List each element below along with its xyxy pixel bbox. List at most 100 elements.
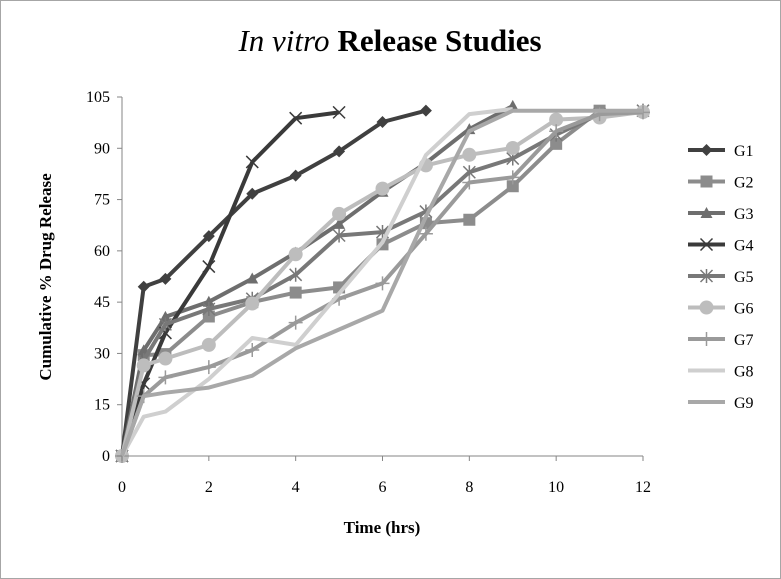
- series-g8: [120, 107, 514, 457]
- series-layer: [115, 99, 650, 463]
- y-axis-label: Cumulative % Drug Release: [36, 173, 55, 381]
- legend-entry-g1: G1: [688, 143, 754, 160]
- x-tick-label: 8: [465, 479, 473, 496]
- legend-marker: [700, 175, 713, 188]
- data-point-g6: [136, 358, 151, 373]
- data-point-g1: [246, 187, 259, 200]
- data-point-g6: [462, 147, 477, 162]
- data-point-g3: [246, 272, 259, 284]
- data-point-g1: [289, 169, 302, 182]
- legend-label: G7: [734, 332, 754, 349]
- data-point-g7: [462, 175, 477, 190]
- legend-marker: [699, 332, 714, 346]
- data-point-g5: [158, 317, 172, 332]
- ticks-layer: 0 15 30 45 60 75 90 105 0 2 4 6 8 10 12: [86, 89, 651, 496]
- data-point-g3: [202, 295, 215, 307]
- data-point-g3: [159, 310, 172, 322]
- y-tick-label: 105: [86, 89, 110, 106]
- x-tick-label: 10: [548, 479, 564, 496]
- data-point-g2: [202, 310, 215, 323]
- legend-label: G9: [734, 395, 754, 412]
- data-point-g1: [202, 230, 215, 243]
- data-point-g1: [137, 280, 150, 293]
- legend-entry-g9: G9: [688, 395, 754, 412]
- data-point-g4: [202, 260, 216, 274]
- y-tick-label: 30: [94, 345, 110, 362]
- legend-label: G5: [734, 269, 754, 286]
- x-tick-label: 0: [118, 479, 126, 496]
- data-point-g3: [333, 217, 346, 229]
- data-point-g2: [550, 137, 563, 150]
- legend-label: G1: [734, 143, 754, 160]
- data-point-g7: [201, 360, 216, 375]
- legend-entry-g2: G2: [688, 175, 754, 192]
- data-point-g7: [505, 170, 520, 185]
- x-tick-label: 2: [205, 479, 213, 496]
- data-point-g2: [463, 213, 476, 226]
- data-point-g4: [245, 155, 259, 169]
- legend-entry-g7: G7: [688, 332, 754, 349]
- x-tick-label: 4: [292, 479, 300, 496]
- data-point-g6: [158, 351, 173, 366]
- y-tick-label: 15: [94, 397, 110, 414]
- series-line-g8: [120, 107, 514, 457]
- chart-title-rest: Release Studies: [337, 23, 541, 58]
- y-tick-label: 90: [94, 140, 110, 157]
- data-point-g2: [506, 180, 519, 193]
- y-tick-label: 0: [102, 448, 110, 465]
- legend: G1 G2 G3 G4 G5 G6 G7 G8 G9: [688, 143, 754, 412]
- data-point-g7: [158, 370, 173, 385]
- data-point-g6: [332, 206, 347, 221]
- legend-label: G2: [734, 175, 754, 192]
- x-tick-label: 6: [379, 479, 387, 496]
- series-g9: [120, 108, 643, 457]
- data-point-g4: [289, 111, 303, 125]
- data-point-g5: [202, 301, 216, 316]
- legend-label: G4: [734, 238, 754, 255]
- legend-label: G3: [734, 206, 754, 223]
- series-line-g7: [120, 110, 644, 457]
- data-point-g2: [289, 286, 302, 299]
- series-line-g6: [120, 110, 644, 457]
- data-point-g7: [245, 343, 260, 358]
- x-tick-label: 12: [635, 479, 651, 496]
- legend-entry-g3: G3: [688, 206, 754, 223]
- data-point-g6: [245, 296, 260, 311]
- legend-label: G8: [734, 364, 754, 381]
- y-tick-label: 45: [94, 294, 110, 311]
- legend-entry-g8: G8: [688, 364, 754, 381]
- data-point-g7: [549, 124, 564, 139]
- data-point-g1: [333, 145, 346, 158]
- data-point-g6: [549, 112, 564, 127]
- data-point-g7: [418, 226, 433, 241]
- legend-entry-g6: G6: [688, 300, 754, 318]
- legend-marker: [700, 144, 713, 156]
- data-point-g5: [332, 228, 346, 243]
- x-axis-label: Time (hrs): [344, 518, 421, 537]
- legend-entry-g4: G4: [688, 238, 754, 255]
- legend-marker: [700, 207, 713, 218]
- series-line-g9: [120, 108, 643, 457]
- y-tick-label: 60: [94, 243, 110, 260]
- data-point-g5: [289, 267, 303, 282]
- data-point-g1: [159, 272, 172, 285]
- chart-title-italic: In vitro: [237, 23, 329, 58]
- legend-marker: [699, 269, 714, 283]
- data-point-g4: [332, 105, 346, 119]
- data-point-g1: [419, 104, 432, 117]
- y-tick-label: 75: [94, 192, 110, 209]
- data-point-g7: [375, 276, 390, 291]
- legend-entry-g5: G5: [688, 269, 754, 286]
- data-point-g7: [288, 315, 303, 330]
- legend-marker: [699, 237, 714, 252]
- data-point-g1: [376, 115, 389, 128]
- chart-title: In vitro Release Studies: [237, 23, 541, 58]
- series-g1: [116, 104, 432, 462]
- legend-label: G6: [734, 301, 754, 318]
- data-point-g6: [288, 247, 303, 262]
- legend-marker: [699, 300, 714, 315]
- data-point-g6: [505, 140, 520, 155]
- data-point-g6: [375, 181, 390, 196]
- data-point-g6: [201, 337, 216, 352]
